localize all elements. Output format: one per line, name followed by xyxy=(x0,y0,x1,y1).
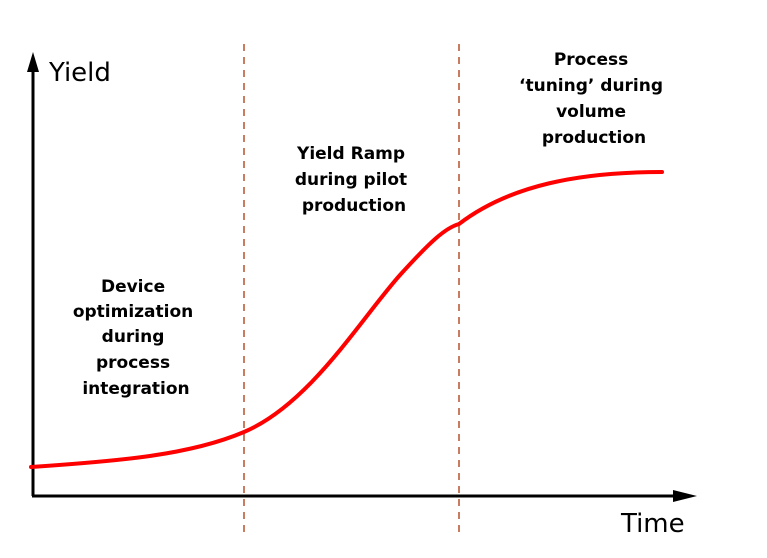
phase-3-label: Process ‘tuning’ during volume productio… xyxy=(519,50,669,148)
phase-2-label: Yield Ramp during pilot production xyxy=(295,144,413,216)
y-axis-arrowhead xyxy=(27,52,39,72)
phase-3-line: ‘tuning’ during xyxy=(519,76,663,96)
phase-1-line: process xyxy=(96,353,170,373)
x-axis-arrowhead xyxy=(673,490,697,502)
phase-3-line: Process xyxy=(554,50,628,70)
phase-1-line: during xyxy=(102,327,165,347)
phase-3-line: volume xyxy=(556,102,626,122)
phase-2-line: production xyxy=(302,196,406,216)
phase-2-line: during pilot xyxy=(295,170,407,190)
x-axis-label: Time xyxy=(620,509,685,539)
phase-1-label: Device optimization during process integ… xyxy=(73,277,199,399)
phase-3-line: production xyxy=(542,128,646,148)
phase-1-line: Device xyxy=(101,277,165,297)
phase-1-line: optimization xyxy=(73,302,193,322)
phase-1-line: integration xyxy=(82,379,189,399)
phase-2-line: Yield Ramp xyxy=(296,144,405,164)
y-axis-label: Yield xyxy=(48,58,111,88)
yield-curve xyxy=(29,170,664,469)
